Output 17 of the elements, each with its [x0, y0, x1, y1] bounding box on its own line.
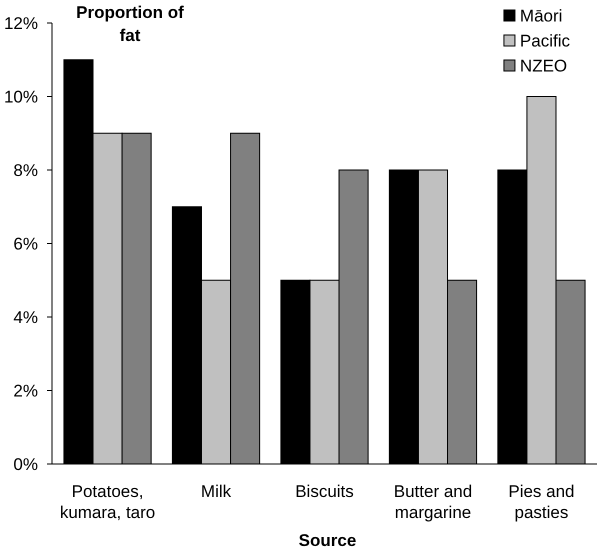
x-axis-title: Source — [298, 531, 356, 550]
y-tick-label: 4% — [13, 308, 38, 327]
y-tick-label: 2% — [13, 381, 38, 400]
legend-label: NZEO — [520, 56, 568, 76]
x-tick-label: Potatoes, kumara, taro — [60, 482, 156, 522]
y-tick-label: 0% — [13, 454, 38, 474]
y-tick-label: 12% — [4, 14, 38, 33]
y-axis-title: Proportion of fat — [76, 3, 184, 45]
y-tick-label: 8% — [13, 160, 38, 180]
legend-label: Pacific — [520, 31, 570, 50]
x-tick-label: Biscuits — [295, 482, 354, 501]
legend-label: Māori — [520, 6, 562, 26]
y-tick-label: 10% — [4, 87, 38, 106]
x-tick-label: Milk — [200, 482, 232, 501]
y-tick-label: 6% — [13, 234, 38, 254]
x-tick-label: Pies and pasties — [508, 482, 575, 522]
x-tick-label: Butter and margarine — [394, 482, 472, 522]
